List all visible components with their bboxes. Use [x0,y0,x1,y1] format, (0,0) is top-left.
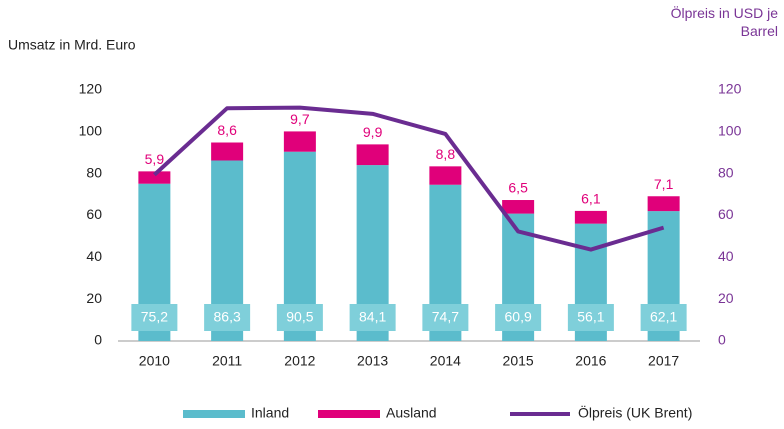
data-label: 5,9 [145,151,165,167]
y2-tick-label: 60 [718,206,734,222]
data-label-box [276,304,323,331]
y-tick-label: 80 [86,164,102,180]
data-label-box [495,304,542,331]
bar-segment [574,210,607,224]
legend-swatch [318,410,380,418]
data-label: 7,1 [654,176,674,192]
y2-tick-label: 80 [718,164,734,180]
data-label: 9,9 [363,124,383,140]
bar-segment [283,131,316,152]
x-tick-label: 2016 [575,353,606,369]
x-tick-label: 2013 [357,353,388,369]
x-tick-label: 2010 [139,353,170,369]
data-label: 9,7 [290,111,310,127]
data-label: 6,5 [508,180,528,196]
bar-segment [502,200,535,214]
data-label: 90,5 [286,309,313,325]
legend-label: Ausland [386,405,437,421]
line-series [153,105,665,252]
data-label-box [204,304,251,331]
data-label-box [131,304,178,331]
legend-label: Ölpreis (UK Brent) [578,404,692,421]
data-label: 84,1 [359,309,386,325]
y2-axis-title: Ölpreis in USD je Barrel [670,5,778,39]
y-tick-label: 120 [79,81,103,97]
data-label: 6,1 [581,191,601,207]
data-label-box [640,304,687,331]
bar-segment [138,171,171,184]
data-label: 8,8 [436,146,456,162]
y2-tick-label: 100 [718,123,742,139]
data-label-box [349,304,396,331]
x-tick-label: 2014 [430,353,461,369]
y2-tick-label: 0 [718,332,726,348]
y-tick-label: 100 [79,123,103,139]
y-axis-title: Umsatz in Mrd. Euro [8,37,136,53]
data-label: 8,6 [217,122,237,138]
y-tick-label: 60 [86,206,102,222]
bar-segment [211,142,244,161]
y2-tick-label: 120 [718,81,742,97]
legend-label: Inland [251,405,289,421]
y-tick-label: 40 [86,248,102,264]
x-tick-label: 2015 [503,353,534,369]
data-label-box [422,304,469,331]
y-tick-label: 0 [94,332,102,348]
data-label: 74,7 [432,309,459,325]
y2-tick-label: 20 [718,290,734,306]
bar-segment [429,166,462,185]
x-tick-label: 2017 [648,353,679,369]
data-label-box [567,304,614,331]
data-label: 62,1 [650,309,677,325]
x-tick-label: 2011 [212,353,242,369]
data-label: 56,1 [577,309,604,325]
x-tick-label: 2012 [284,353,315,369]
legend-swatch [183,410,245,418]
data-label: 60,9 [505,309,532,325]
bar-segment [356,144,389,166]
data-label: 75,2 [141,309,168,325]
data-label: 86,3 [214,309,241,325]
y2-tick-label: 40 [718,248,734,264]
y-tick-label: 20 [86,290,102,306]
bar-segment [647,196,680,212]
